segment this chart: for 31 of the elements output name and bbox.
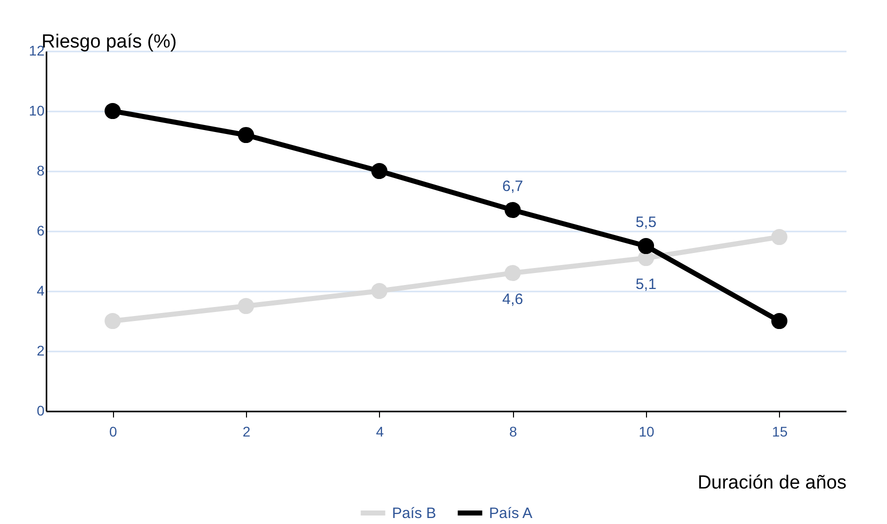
data-label: 5,5 (636, 214, 656, 231)
point (238, 126, 254, 144)
point (771, 312, 788, 330)
point (504, 264, 521, 282)
y-tick-label: 8 (36, 162, 45, 178)
legend-label: País B (392, 505, 436, 522)
y-tick-label: 6 (36, 222, 45, 238)
point (104, 312, 121, 330)
x-tick-label: 0 (109, 424, 118, 440)
x-tick-label: 4 (376, 424, 384, 440)
legend-label: País A (489, 505, 532, 522)
y-tick-label: 4 (36, 282, 45, 298)
x-axis-title: Duración de años (698, 472, 846, 494)
data-label: 6,7 (502, 178, 524, 195)
x-tick-label: 8 (509, 424, 518, 440)
point (104, 102, 121, 120)
point (238, 298, 254, 314)
point (638, 238, 654, 254)
point (371, 282, 388, 300)
y-axis-title: Riesgo país (%) (42, 32, 177, 52)
data-label: 4,6 (502, 291, 524, 308)
y-tick-label: 10 (28, 102, 45, 118)
y-tick-label: 0 (36, 402, 45, 418)
x-tick-label: 15 (772, 424, 788, 440)
point (371, 162, 388, 180)
x-tick-label: 10 (638, 424, 654, 440)
point (771, 228, 788, 246)
data-label: 5,1 (636, 276, 656, 293)
x-tick-label: 2 (242, 424, 251, 440)
y-tick-label: 2 (36, 342, 45, 358)
point (504, 202, 521, 218)
